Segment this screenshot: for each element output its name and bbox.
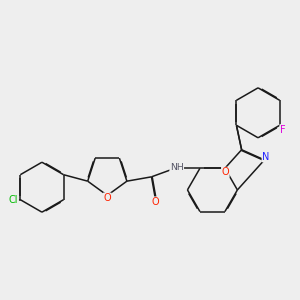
Text: Cl: Cl [9, 195, 19, 205]
Text: O: O [221, 167, 229, 177]
Text: O: O [103, 193, 111, 203]
Text: F: F [280, 125, 286, 135]
Text: O: O [152, 197, 159, 207]
Text: NH: NH [170, 163, 184, 172]
Text: N: N [262, 152, 269, 162]
